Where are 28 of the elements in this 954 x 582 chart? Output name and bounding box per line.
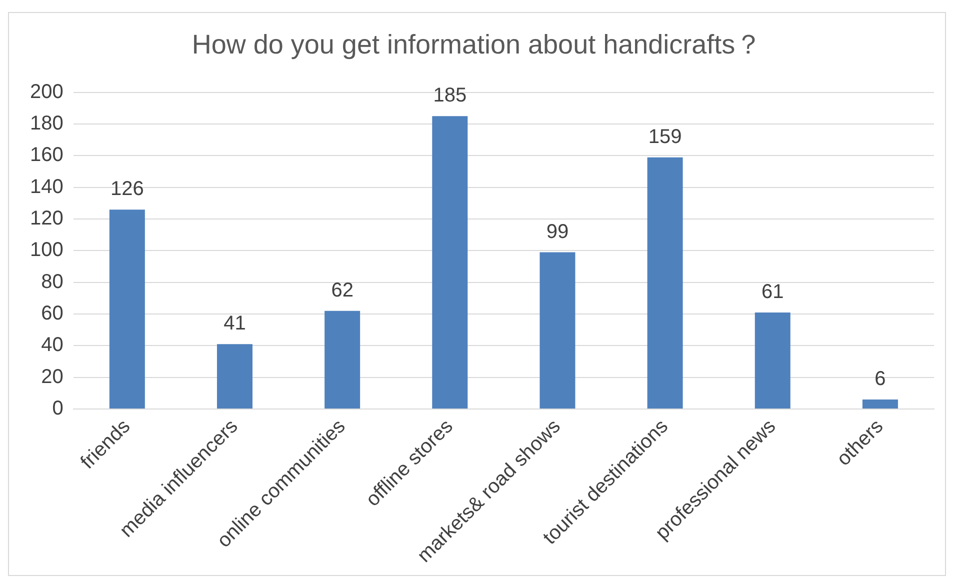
y-tick-label: 120: [30, 208, 64, 230]
bar: [754, 312, 790, 409]
bar: [432, 116, 468, 409]
y-tick-label: 200: [30, 80, 64, 103]
chart-title: How do you get information about handicrafts？: [192, 30, 762, 60]
bar: [647, 157, 683, 409]
bar: [109, 210, 145, 409]
bar: [862, 400, 898, 409]
data-label: 159: [648, 126, 682, 148]
y-tick-label: 40: [41, 334, 64, 356]
data-label: 126: [110, 178, 144, 200]
y-tick-label: 100: [30, 239, 64, 262]
data-label: 6: [874, 368, 886, 390]
data-label: 62: [331, 279, 354, 302]
y-tick-label: 80: [41, 270, 64, 293]
y-tick-label: 180: [30, 112, 64, 135]
bar: [216, 344, 252, 409]
bar: [540, 252, 576, 409]
data-label: 99: [546, 220, 569, 243]
y-tick-label: 20: [41, 366, 64, 388]
bar: [324, 310, 360, 409]
y-tick-label: 0: [52, 398, 64, 420]
data-label: 61: [762, 280, 784, 303]
y-tick-label: 60: [41, 302, 64, 325]
y-tick-label: 140: [30, 176, 64, 198]
data-label: 41: [224, 312, 246, 335]
data-label: 185: [433, 84, 467, 107]
y-tick-label: 160: [30, 144, 64, 166]
